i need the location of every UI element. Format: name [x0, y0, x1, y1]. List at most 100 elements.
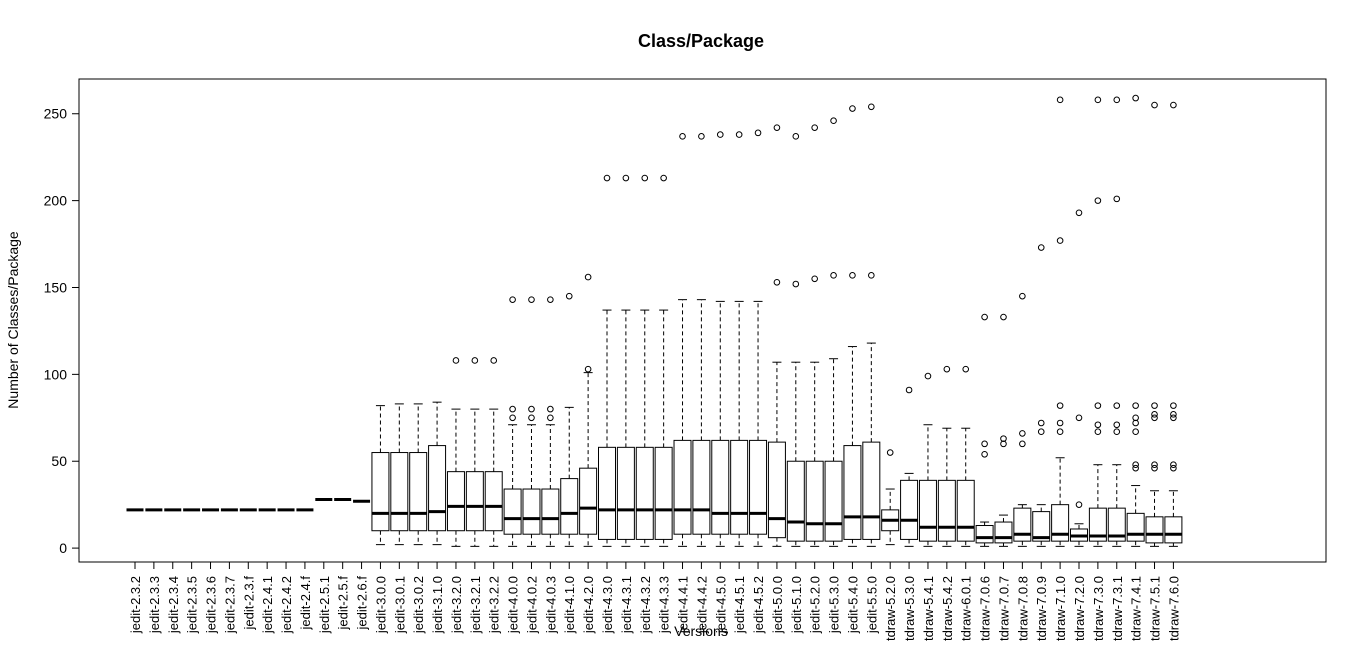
x-tick-label: jedit-2.4.f [298, 576, 313, 631]
x-tick-label: jedit-2.3.5 [185, 576, 200, 634]
box-iqr [465, 471, 484, 532]
box-iqr [1032, 511, 1051, 542]
outlier-point [735, 131, 743, 138]
box-jedit-4.4.2 [692, 133, 711, 547]
x-tick-label: tdraw-5.4.1 [921, 576, 936, 641]
box-iqr [635, 446, 654, 540]
outlier-point [698, 133, 705, 140]
outlier-point [1132, 402, 1139, 409]
outlier-point [1170, 414, 1177, 422]
x-tick-label: jedit-2.3.6 [204, 576, 219, 634]
box-jedit-3.2.1 [465, 357, 484, 547]
box-iqr [541, 488, 560, 535]
box-tdraw-7.0.6 [975, 313, 994, 547]
outlier-point [1056, 402, 1064, 409]
box-jedit-4.4.1 [673, 133, 692, 547]
outlier-point [1151, 411, 1158, 418]
outlier-point [622, 174, 630, 182]
x-tick-label: jedit-4.3.3 [657, 576, 672, 634]
outlier-point [528, 414, 535, 422]
box-jedit-5.3.0 [824, 117, 843, 547]
box-jedit-5.4.0 [843, 105, 862, 547]
x-tick-label: jedit-4.5.2 [751, 576, 766, 634]
box-iqr [1088, 507, 1107, 542]
box-jedit-5.2.0 [805, 124, 824, 547]
outlier-point [679, 133, 686, 140]
outlier-point [792, 280, 800, 288]
outlier-point [1170, 461, 1177, 469]
x-tick-label: tdraw-7.0.6 [978, 576, 993, 641]
box-jedit-4.3.0 [598, 174, 616, 547]
box-tdraw-7.0.9 [1032, 244, 1051, 547]
outlier-point [943, 365, 951, 373]
outlier-point [565, 292, 573, 300]
box-jedit-4.2.0 [579, 273, 598, 547]
outlier-point [1132, 414, 1139, 422]
box-tdraw-7.3.0 [1088, 96, 1107, 547]
outlier-point [830, 272, 837, 279]
outlier-point [1094, 428, 1102, 435]
x-tick-label: jedit-4.1.0 [562, 576, 577, 634]
outlier-point [773, 278, 781, 286]
box-iqr [730, 439, 749, 535]
box-jedit-4.3.2 [635, 174, 654, 547]
x-tick-label: tdraw-7.3.0 [1091, 576, 1106, 641]
outlier-point [1132, 464, 1139, 472]
outlier-point [452, 357, 460, 364]
x-tick-label: jedit-2.5.f [336, 576, 351, 631]
box-tdraw-7.4.1 [1126, 94, 1145, 547]
chart-title: Class/Package [638, 31, 764, 51]
box-jedit-3.0.0 [371, 405, 390, 546]
x-tick-label: jedit-5.2.0 [808, 576, 823, 634]
x-tick-label: jedit-4.0.3 [543, 576, 558, 634]
x-tick-label: jedit-3.1.0 [430, 576, 445, 634]
box-jedit-3.0.1 [390, 403, 409, 546]
box-jedit-5.5.0 [862, 103, 881, 547]
box-iqr [918, 479, 937, 542]
outlier-point [886, 449, 894, 456]
box-iqr [579, 467, 598, 535]
x-tick-label: jedit-4.3.0 [600, 576, 615, 634]
outlier-point [1075, 501, 1083, 508]
x-tick-label: tdraw-7.0.7 [996, 576, 1011, 641]
outlier-point [1037, 428, 1045, 435]
box-iqr [711, 439, 730, 535]
box-iqr [1164, 516, 1183, 544]
outlier-point [528, 296, 535, 303]
outlier-point [509, 296, 516, 303]
box-tdraw-7.5.1 [1145, 101, 1164, 547]
box-tdraw-5.3.0 [900, 386, 919, 547]
box-jedit-4.5.0 [711, 131, 730, 547]
outlier-point [547, 405, 554, 413]
outlier-point [1170, 402, 1177, 409]
x-tick-label: jedit-4.5.0 [713, 576, 728, 634]
x-tick-label: jedit-2.3.3 [147, 576, 162, 634]
x-tick-label: jedit-2.6.f [355, 576, 370, 631]
outlier-point [905, 386, 913, 394]
box-iqr [409, 452, 428, 532]
x-tick-label: jedit-3.0.1 [392, 576, 407, 634]
box-iqr [522, 488, 541, 535]
x-tick-label: tdraw-7.5.1 [1148, 576, 1163, 641]
box-jedit-4.3.3 [654, 174, 673, 547]
x-tick-label: jedit-4.0.0 [506, 576, 521, 634]
box-tdraw-6.0.1 [956, 365, 975, 547]
box-iqr [862, 441, 881, 540]
outlier-point [1151, 414, 1158, 422]
outlier-point [830, 117, 837, 124]
box-jedit-3.2.2 [484, 357, 503, 547]
box-iqr [843, 445, 862, 540]
x-tick-label: jedit-5.5.0 [864, 576, 879, 634]
box-iqr [503, 488, 522, 535]
x-tick-label: jedit-3.0.2 [411, 576, 426, 634]
x-tick-label: jedit-4.3.2 [638, 576, 653, 634]
outlier-point [1170, 464, 1177, 472]
box-iqr [767, 441, 786, 539]
box-jedit-3.0.2 [409, 403, 428, 546]
x-tick-label: tdraw-7.2.0 [1072, 576, 1087, 641]
x-tick-label: jedit-4.3.1 [619, 576, 634, 634]
x-tick-label: jedit-4.4.1 [676, 576, 691, 634]
x-tick-label: tdraw-7.6.0 [1166, 576, 1181, 641]
x-tick-label: tdraw-7.3.1 [1110, 576, 1125, 641]
outlier-point [1113, 96, 1121, 104]
